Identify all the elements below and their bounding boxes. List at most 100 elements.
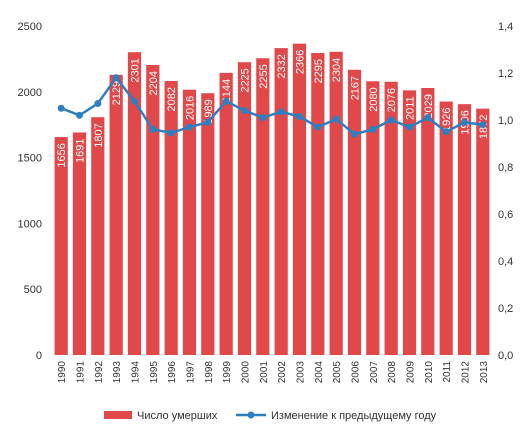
right-axis-tick-label: 1,4 xyxy=(498,21,513,33)
right-axis-tick-label: 0,2 xyxy=(498,303,513,315)
x-tick-label: 1994 xyxy=(131,361,142,384)
left-axis-tick-label: 500 xyxy=(24,284,42,296)
bar-series xyxy=(54,43,490,356)
line-point xyxy=(259,114,267,122)
bar xyxy=(439,101,453,356)
bar xyxy=(256,58,270,355)
x-tick-label: 2007 xyxy=(369,361,380,384)
bar xyxy=(91,117,105,356)
bar-data-label: 2295 xyxy=(313,59,325,83)
left-axis-tick-label: 2000 xyxy=(18,87,42,99)
bar xyxy=(457,104,472,355)
x-axis-ticks: 1990 1991 1992 1993 1994 1995 1996 1997 1998 1999… xyxy=(57,361,490,384)
line-point xyxy=(314,123,322,131)
line-point xyxy=(424,114,432,122)
line-point xyxy=(167,129,175,137)
right-axis-tick-label: 0,6 xyxy=(498,209,513,221)
bar-data-label: 2304 xyxy=(331,58,343,82)
right-axis-tick-label: 1,2 xyxy=(498,68,513,80)
line-point xyxy=(57,104,65,112)
line-point xyxy=(479,121,487,129)
line-point xyxy=(149,125,157,133)
line-point xyxy=(369,125,377,133)
bar xyxy=(274,48,288,356)
bar-data-label: 2129 xyxy=(111,81,123,105)
legend-line-marker xyxy=(247,411,255,419)
x-tick-label: 2001 xyxy=(259,361,270,384)
bar xyxy=(219,72,233,355)
left-axis-tick-label: 2500 xyxy=(18,21,42,33)
legend-bar-label: Число умерших xyxy=(137,410,218,422)
right-axis: 0,0 0,2 0,4 0,6 0,8 1,0 1,2 1,4 xyxy=(498,21,513,362)
bar-data-label: 1656 xyxy=(56,143,68,167)
bar-data-label: 2076 xyxy=(386,88,398,112)
bar xyxy=(311,52,325,356)
line-point xyxy=(76,111,83,119)
bar xyxy=(347,69,362,355)
x-tick-label: 2009 xyxy=(406,361,417,384)
bar-data-label: 2080 xyxy=(368,87,380,111)
bar-data-label: 1691 xyxy=(75,138,87,162)
x-tick-label: 1999 xyxy=(222,361,233,384)
x-tick-label: 2013 xyxy=(479,361,490,384)
bar-data-label: 2204 xyxy=(148,71,160,95)
left-axis-tick-label: 1500 xyxy=(18,153,42,165)
x-tick-label: 2011 xyxy=(442,361,453,383)
line-point xyxy=(112,74,120,82)
bar-data-label: 2144 xyxy=(221,79,233,103)
bar-data-label: 2366 xyxy=(295,50,307,74)
bar xyxy=(182,89,197,355)
bar-data-label: 2225 xyxy=(240,68,252,92)
x-tick-label: 1992 xyxy=(94,361,105,384)
x-tick-label: 2010 xyxy=(424,361,435,384)
bar-data-label: 2082 xyxy=(166,87,178,111)
bar xyxy=(476,108,490,355)
line-point xyxy=(204,118,212,126)
line-point xyxy=(461,118,468,126)
bar xyxy=(384,81,398,355)
line-series xyxy=(57,74,487,138)
line-point xyxy=(241,107,248,115)
right-axis-tick-label: 1,0 xyxy=(498,115,513,127)
bar-data-label: 2029 xyxy=(423,94,435,118)
x-tick-label: 2000 xyxy=(241,361,252,384)
bar xyxy=(164,81,178,356)
x-tick-label: 2002 xyxy=(277,361,288,384)
line-point xyxy=(94,100,102,108)
right-axis-tick-label: 0,8 xyxy=(498,162,513,174)
legend: Число умерших Изменение к предыдущему го… xyxy=(104,410,437,422)
x-tick-label: 2003 xyxy=(296,361,307,384)
bar-data-label: 2011 xyxy=(405,96,417,120)
bar-data-label: 2255 xyxy=(258,64,270,88)
line-point xyxy=(387,116,395,124)
bar xyxy=(127,52,142,355)
bar xyxy=(366,81,380,355)
right-axis-tick-label: 0,0 xyxy=(498,350,513,362)
line-point xyxy=(277,108,285,116)
line-point xyxy=(186,123,193,131)
x-tick-label: 1995 xyxy=(149,361,160,384)
x-tick-label: 2012 xyxy=(461,361,472,384)
line-point xyxy=(222,97,230,105)
bar xyxy=(54,137,68,355)
line-point xyxy=(406,123,413,131)
bar-data-label: 2016 xyxy=(185,96,197,120)
line-point xyxy=(351,130,358,138)
left-axis-tick-label: 1000 xyxy=(18,218,42,230)
line-point xyxy=(332,115,340,123)
bar-data-label: 2167 xyxy=(350,76,362,100)
bar xyxy=(402,90,417,355)
x-tick-label: 1996 xyxy=(167,361,178,384)
x-tick-label: 2004 xyxy=(314,361,325,384)
x-tick-label: 1998 xyxy=(204,361,215,384)
series-line xyxy=(60,75,483,136)
legend-line-label: Изменение к предыдущему году xyxy=(271,410,437,422)
legend-bar-swatch xyxy=(104,411,132,419)
x-tick-label: 2006 xyxy=(351,361,362,384)
bar xyxy=(237,62,252,355)
bar xyxy=(329,51,343,355)
left-axis-tick-label: 0 xyxy=(36,350,42,362)
line-point xyxy=(296,112,303,120)
x-tick-label: 1997 xyxy=(186,361,197,384)
